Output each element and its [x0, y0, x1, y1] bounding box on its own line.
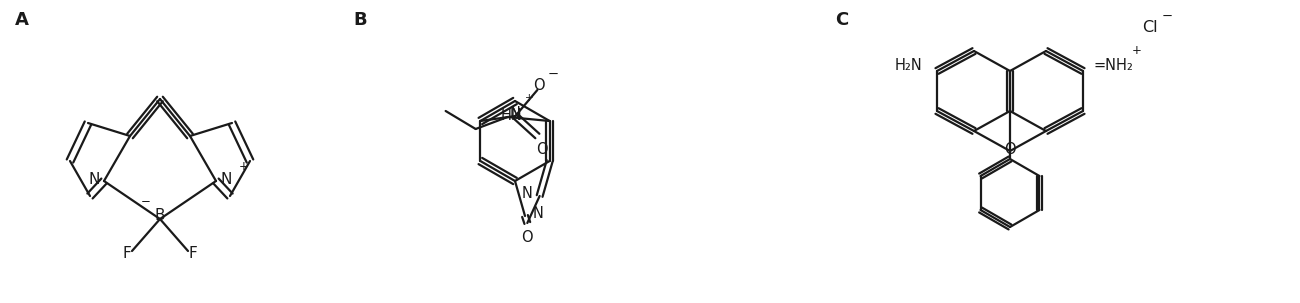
Text: O: O — [533, 78, 545, 94]
Text: O: O — [1004, 142, 1015, 157]
Text: N: N — [533, 207, 543, 221]
Text: −: − — [1161, 9, 1173, 22]
Text: −: − — [142, 195, 151, 208]
Text: B: B — [155, 208, 165, 222]
Text: HN: HN — [500, 108, 523, 124]
Text: +: + — [1132, 45, 1141, 58]
Text: Cl: Cl — [1143, 21, 1158, 35]
Text: B: B — [354, 11, 367, 29]
Text: F: F — [188, 245, 198, 261]
Text: N: N — [510, 105, 521, 121]
Text: N: N — [220, 171, 231, 187]
Text: =NH₂: =NH₂ — [1093, 58, 1132, 72]
Text: +: + — [525, 93, 534, 103]
Text: H₂N: H₂N — [896, 58, 923, 72]
Text: −: − — [547, 68, 559, 81]
Text: C: C — [836, 11, 849, 29]
Text: N: N — [521, 187, 532, 201]
Text: N: N — [88, 171, 100, 187]
Text: A: A — [16, 11, 29, 29]
Text: O: O — [521, 229, 533, 245]
Text: O: O — [537, 142, 549, 158]
Text: F: F — [122, 245, 131, 261]
Text: +: + — [239, 159, 248, 172]
